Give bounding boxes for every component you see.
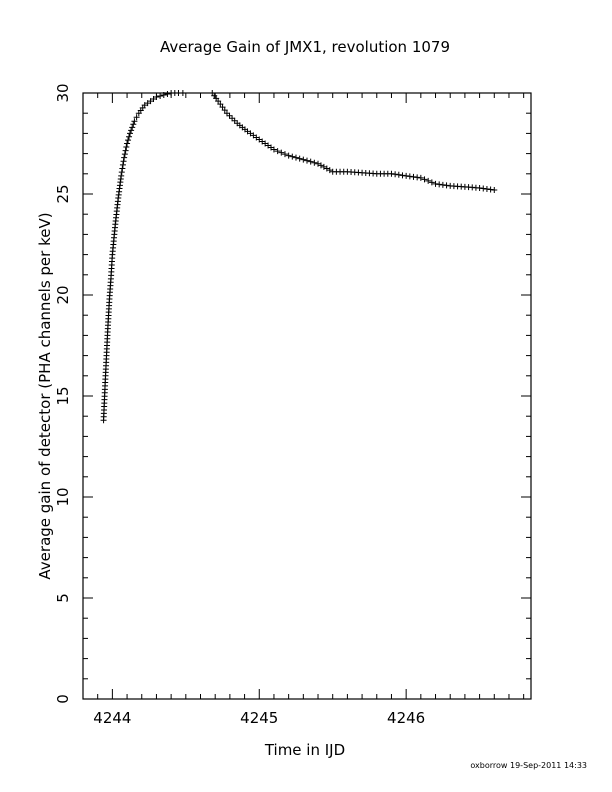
data-point <box>410 173 417 180</box>
data-point <box>221 107 228 114</box>
data-point <box>406 173 413 180</box>
data-point <box>125 137 132 144</box>
data-point <box>480 185 487 192</box>
data-point <box>123 144 130 151</box>
data-point <box>399 172 406 179</box>
data-point <box>439 181 446 188</box>
data-point <box>223 110 230 117</box>
data-point <box>229 115 236 122</box>
data-point <box>153 94 160 101</box>
data-point <box>414 174 421 181</box>
x-tick-label: 4246 <box>387 709 425 727</box>
y-tick-labels: 0 5 10 15 20 25 30 <box>54 83 72 703</box>
y-tick-label: 20 <box>54 285 72 304</box>
y-tick-label: 30 <box>54 83 72 102</box>
data-series <box>100 90 498 424</box>
data-point <box>281 151 288 158</box>
data-point <box>124 140 131 147</box>
data-point <box>179 90 186 96</box>
data-point <box>487 186 494 193</box>
x-tick-label: 4245 <box>240 709 278 727</box>
footer-timestamp: oxborrow 19-Sep-2011 14:33 <box>470 761 587 770</box>
x-tick-labels: 4244 4245 4246 <box>93 709 425 727</box>
data-point <box>392 171 399 178</box>
data-point <box>122 147 129 154</box>
data-point <box>119 161 126 168</box>
data-point <box>130 121 137 128</box>
x-tick-label: 4244 <box>93 709 131 727</box>
data-point <box>388 170 395 177</box>
data-point <box>226 112 233 119</box>
data-point <box>133 114 140 121</box>
data-point <box>417 174 424 181</box>
axis-ticks <box>82 92 531 700</box>
data-point <box>278 149 285 156</box>
y-tick-label: 5 <box>54 593 72 603</box>
data-point <box>292 154 299 161</box>
y-tick-label: 15 <box>54 386 72 405</box>
data-point <box>296 155 303 162</box>
data-point <box>304 157 310 164</box>
data-point <box>403 172 410 179</box>
data-point <box>157 93 164 100</box>
data-point <box>421 176 428 183</box>
data-point <box>436 181 443 188</box>
data-point <box>285 152 292 159</box>
data-point <box>120 158 127 165</box>
data-point <box>425 177 432 184</box>
y-tick-label: 25 <box>54 184 72 203</box>
data-point <box>129 124 136 131</box>
data-point <box>231 117 238 124</box>
data-point <box>270 146 277 153</box>
data-point <box>131 118 138 125</box>
data-point <box>443 182 450 189</box>
x-axis-label: Time in IJD <box>264 741 345 759</box>
data-point <box>219 104 226 111</box>
data-point <box>118 169 125 176</box>
data-point <box>428 179 435 186</box>
data-point <box>483 185 490 192</box>
data-point <box>432 180 439 187</box>
data-point <box>300 156 307 163</box>
data-point <box>121 151 128 158</box>
data-point <box>128 127 135 134</box>
data-point <box>215 98 222 105</box>
y-axis-label: Average gain of detector (PHA channels p… <box>36 212 54 579</box>
y-tick-label: 0 <box>54 694 72 704</box>
chart-title: Average Gain of JMX1, revolution 1079 <box>160 38 450 56</box>
data-point <box>395 171 402 178</box>
data-point <box>311 159 318 166</box>
data-point <box>307 158 314 165</box>
data-point <box>289 153 296 160</box>
data-point <box>118 172 125 179</box>
data-point <box>476 184 483 191</box>
y-tick-label: 10 <box>54 487 72 506</box>
data-point <box>160 92 167 99</box>
data-point <box>164 91 171 98</box>
data-point <box>274 148 281 155</box>
data-point <box>119 165 126 172</box>
data-point <box>126 133 133 140</box>
data-point <box>217 101 224 108</box>
data-point <box>127 130 134 137</box>
data-point <box>121 154 128 161</box>
plot-frame <box>82 92 532 700</box>
data-point <box>491 186 498 193</box>
